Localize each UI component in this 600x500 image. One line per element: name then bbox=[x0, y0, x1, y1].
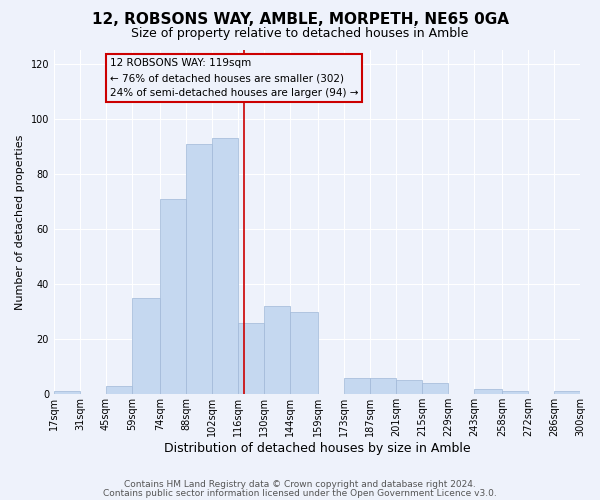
Text: Contains public sector information licensed under the Open Government Licence v3: Contains public sector information licen… bbox=[103, 488, 497, 498]
Bar bbox=[212, 138, 238, 394]
Bar bbox=[422, 383, 448, 394]
Bar bbox=[396, 380, 422, 394]
Bar bbox=[290, 312, 318, 394]
Bar bbox=[264, 306, 290, 394]
Text: 12 ROBSONS WAY: 119sqm
← 76% of detached houses are smaller (302)
24% of semi-de: 12 ROBSONS WAY: 119sqm ← 76% of detached… bbox=[110, 58, 358, 98]
X-axis label: Distribution of detached houses by size in Amble: Distribution of detached houses by size … bbox=[164, 442, 470, 455]
Bar bbox=[554, 392, 580, 394]
Text: Contains HM Land Registry data © Crown copyright and database right 2024.: Contains HM Land Registry data © Crown c… bbox=[124, 480, 476, 489]
Bar bbox=[132, 298, 160, 394]
Bar bbox=[106, 386, 132, 394]
Y-axis label: Number of detached properties: Number of detached properties bbox=[15, 134, 25, 310]
Bar bbox=[54, 392, 80, 394]
Bar bbox=[344, 378, 370, 394]
Text: Size of property relative to detached houses in Amble: Size of property relative to detached ho… bbox=[131, 28, 469, 40]
Bar bbox=[502, 392, 528, 394]
Bar bbox=[160, 198, 186, 394]
Bar bbox=[474, 388, 502, 394]
Bar bbox=[238, 322, 264, 394]
Bar bbox=[370, 378, 396, 394]
Text: 12, ROBSONS WAY, AMBLE, MORPETH, NE65 0GA: 12, ROBSONS WAY, AMBLE, MORPETH, NE65 0G… bbox=[91, 12, 509, 28]
Bar bbox=[186, 144, 212, 394]
